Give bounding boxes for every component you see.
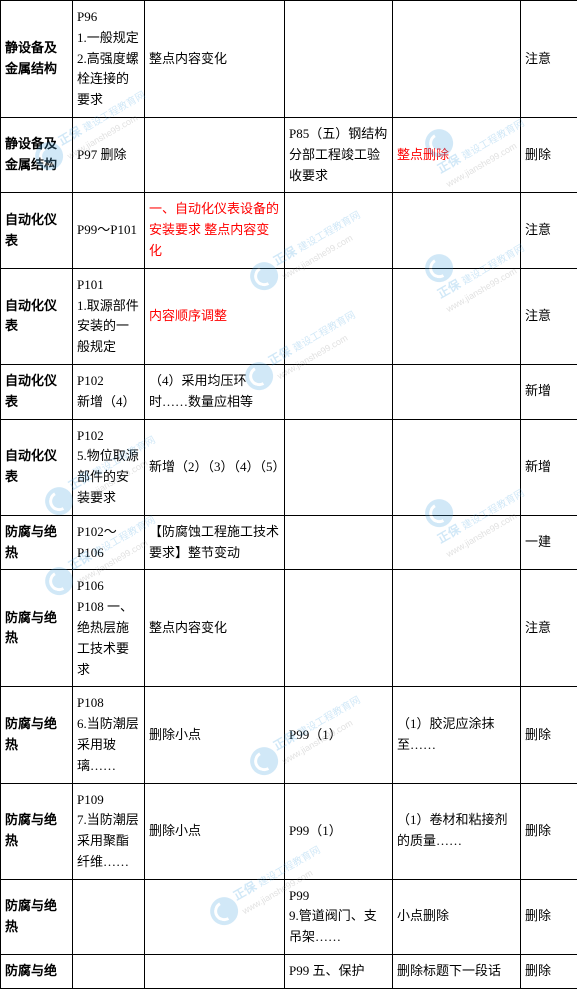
- table-cell: 【防腐蚀工程施工技术要求】整节变动: [145, 515, 285, 570]
- table-cell: P102新增（4）: [73, 364, 145, 419]
- table-cell: P99～P101: [73, 193, 145, 268]
- table-cell: P99（1）: [285, 783, 393, 879]
- table-cell: 整点内容变化: [145, 1, 285, 118]
- table-cell: 自动化仪表: [1, 193, 73, 268]
- table-cell: P97 删除: [73, 117, 145, 192]
- table-cell: [73, 955, 145, 989]
- table-cell: 防腐与绝热: [1, 570, 73, 687]
- table-cell: 防腐与绝热: [1, 687, 73, 783]
- table-row: 自动化仪表P1025.物位取源部件的安装要求新增（2）（3）（4）（5） 新增: [1, 419, 577, 515]
- table-cell: 删除小点: [145, 687, 285, 783]
- table-row: 防腐与绝热P1097.当防潮层采用聚酯纤维……删除小点P99（1）（1）卷材和粘…: [1, 783, 577, 879]
- table-row: 自动化仪表P1011.取源部件安装的一般规定内容顺序调整 注意: [1, 268, 577, 364]
- table-cell: 删除小点: [145, 783, 285, 879]
- table-cell: P106P108 一、绝热层施工技术要求: [73, 570, 145, 687]
- table-cell: 防腐与绝热: [1, 879, 73, 954]
- table-cell: [393, 419, 521, 515]
- table-cell: 静设备及金属结构: [1, 117, 73, 192]
- table-cell: [285, 193, 393, 268]
- table-cell: [393, 364, 521, 419]
- table-cell: P999.管道阀门、支吊架……: [285, 879, 393, 954]
- table-cell: [73, 879, 145, 954]
- table-cell: 删除标题下一段话: [393, 955, 521, 989]
- table-cell: P99 五、保护: [285, 955, 393, 989]
- table-cell: 防腐与绝热: [1, 783, 73, 879]
- table-cell: 自动化仪表: [1, 364, 73, 419]
- table-cell: [393, 515, 521, 570]
- table-cell: [393, 570, 521, 687]
- table-row: 防腐与绝热P102～P106【防腐蚀工程施工技术要求】整节变动 一建: [1, 515, 577, 570]
- table-cell: 新增: [521, 364, 577, 419]
- table-cell: 删除: [521, 879, 577, 954]
- table-cell: 删除: [521, 783, 577, 879]
- table-cell: [145, 955, 285, 989]
- table-cell: 内容顺序调整: [145, 268, 285, 364]
- table-cell: P1097.当防潮层采用聚酯纤维……: [73, 783, 145, 879]
- table-cell: 删除: [521, 687, 577, 783]
- table-row: 自动化仪表P99～P101一、自动化仪表设备的安装要求 整点内容变化 注意: [1, 193, 577, 268]
- table-cell: 新增: [521, 419, 577, 515]
- table-cell: [393, 268, 521, 364]
- table-cell: [285, 1, 393, 118]
- table-cell: P1011.取源部件安装的一般规定: [73, 268, 145, 364]
- table-cell: 删除: [521, 117, 577, 192]
- table-cell: [285, 364, 393, 419]
- table-cell: P102～P106: [73, 515, 145, 570]
- table-row: 防腐与绝 P99 五、保护删除标题下一段话删除: [1, 955, 577, 989]
- table-cell: P961.一般规定2.高强度螺栓连接的要求: [73, 1, 145, 118]
- table-cell: 整点内容变化: [145, 570, 285, 687]
- comparison-table: 静设备及金属结构P961.一般规定2.高强度螺栓连接的要求整点内容变化注意静设备…: [0, 0, 577, 989]
- table-cell: P85（五）钢结构分部工程竣工验收要求: [285, 117, 393, 192]
- table-row: 自动化仪表P102新增（4）（4）采用均压环时……数量应相等 新增: [1, 364, 577, 419]
- table-row: 防腐与绝热P106P108 一、绝热层施工技术要求整点内容变化 注意: [1, 570, 577, 687]
- table-row: 静设备及金属结构P97 删除 P85（五）钢结构分部工程竣工验收要求整点删除删除: [1, 117, 577, 192]
- table-row: 防腐与绝热 P999.管道阀门、支吊架……小点删除删除: [1, 879, 577, 954]
- table-cell: 注意: [521, 193, 577, 268]
- table-cell: [285, 515, 393, 570]
- table-cell: 注意: [521, 570, 577, 687]
- table-cell: [393, 193, 521, 268]
- table-row: 防腐与绝热P1086.当防潮层采用玻璃……删除小点P99（1）（1）胶泥应涂抹至…: [1, 687, 577, 783]
- table-cell: 注意: [521, 1, 577, 118]
- table-cell: 静设备及金属结构: [1, 1, 73, 118]
- table-cell: 防腐与绝热: [1, 515, 73, 570]
- table-cell: （1）胶泥应涂抹至……: [393, 687, 521, 783]
- table-cell: [285, 268, 393, 364]
- table-cell: 一、自动化仪表设备的安装要求 整点内容变化: [145, 193, 285, 268]
- table-cell: 一建: [521, 515, 577, 570]
- table-cell: 注意: [521, 268, 577, 364]
- table-cell: P1086.当防潮层采用玻璃……: [73, 687, 145, 783]
- table-cell: [285, 419, 393, 515]
- table-cell: （4）采用均压环时……数量应相等: [145, 364, 285, 419]
- table-cell: 自动化仪表: [1, 419, 73, 515]
- table-cell: 自动化仪表: [1, 268, 73, 364]
- table-cell: [285, 570, 393, 687]
- table-cell: 小点删除: [393, 879, 521, 954]
- table-row: 静设备及金属结构P961.一般规定2.高强度螺栓连接的要求整点内容变化 注意: [1, 1, 577, 118]
- table-cell: P1025.物位取源部件的安装要求: [73, 419, 145, 515]
- table-cell: 防腐与绝: [1, 955, 73, 989]
- table-cell: [393, 1, 521, 118]
- table-cell: 新增（2）（3）（4）（5）: [145, 419, 285, 515]
- table-cell: [145, 117, 285, 192]
- table-cell: 删除: [521, 955, 577, 989]
- table-cell: [145, 879, 285, 954]
- table-cell: 整点删除: [393, 117, 521, 192]
- table-cell: （1）卷材和粘接剂的质量……: [393, 783, 521, 879]
- table-cell: P99（1）: [285, 687, 393, 783]
